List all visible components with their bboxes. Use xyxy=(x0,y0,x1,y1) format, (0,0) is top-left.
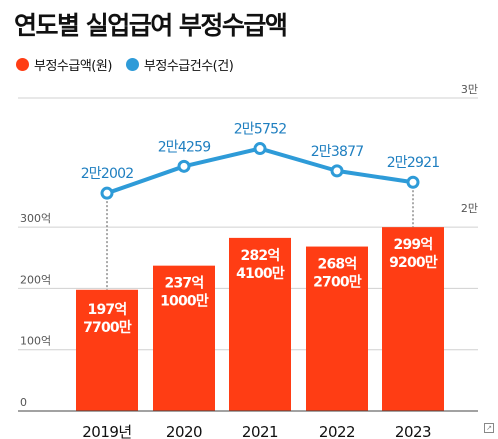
legend-swatch-amount xyxy=(16,58,29,71)
bar-value-label: 237억 xyxy=(165,276,204,292)
x-tick-label: 2023 xyxy=(395,423,431,439)
x-tick-label: 2020 xyxy=(166,423,202,439)
count-point-2019년 xyxy=(100,186,114,200)
bar-value-label: 299억 xyxy=(394,237,433,253)
count-point-2020 xyxy=(177,159,191,173)
bar-value-label: 268억 xyxy=(318,257,357,273)
x-tick-label: 2021 xyxy=(242,423,278,439)
count-value-label: 2만4259 xyxy=(158,139,211,155)
bar-value-label: 282억 xyxy=(241,248,280,264)
right-tick-label: 2만 xyxy=(461,202,478,215)
bar-value-label: 4100만 xyxy=(236,266,285,282)
legend-swatch-count xyxy=(125,58,139,71)
bar-2021 xyxy=(229,237,291,411)
count-value-label: 2만5752 xyxy=(234,122,287,138)
bar-value-label: 1000만 xyxy=(160,294,209,310)
count-point-2021 xyxy=(253,142,267,156)
count-point-2022 xyxy=(330,164,344,178)
count-value-label: 2만3877 xyxy=(311,144,364,160)
right-tick-label: 3만 xyxy=(461,83,478,96)
count-line xyxy=(106,146,414,196)
count-value-label: 2만2002 xyxy=(81,166,134,182)
left-tick-label: 200억 xyxy=(20,273,51,286)
bar-2020 xyxy=(153,265,215,411)
legend-item-amount: 부정수급액(원) xyxy=(16,55,112,74)
bar-value-label: 9200만 xyxy=(389,255,438,271)
legend-label-amount: 부정수급액(원) xyxy=(34,59,112,74)
legend-label-count: 부정수급건수(건) xyxy=(143,59,234,74)
count-point-2023 xyxy=(406,175,420,189)
bar-value-label: 197억 xyxy=(88,302,127,318)
bar-value-label: 2700만 xyxy=(313,275,362,291)
bar-2023 xyxy=(382,227,444,411)
left-tick-label: 100억 xyxy=(20,335,51,348)
x-tick-label: 2019년 xyxy=(82,423,131,439)
left-tick-label: 300억 xyxy=(20,212,51,225)
bar-value-label: 7700만 xyxy=(83,320,132,336)
bar-2022 xyxy=(306,246,368,411)
legend: 부정수급액(원) 부정수급건수(건) xyxy=(16,55,247,74)
legend-item-count: 부정수급건수(건) xyxy=(125,55,234,74)
left-tick-label: 0 xyxy=(20,396,27,409)
count-value-label: 2만2921 xyxy=(387,155,440,171)
expand-icon[interactable]: ↗ xyxy=(484,423,494,433)
x-tick-label: 2022 xyxy=(319,423,355,439)
chart-title: 연도별 실업급여 부정수급액 xyxy=(14,11,288,40)
bar-2019년 xyxy=(76,289,138,411)
